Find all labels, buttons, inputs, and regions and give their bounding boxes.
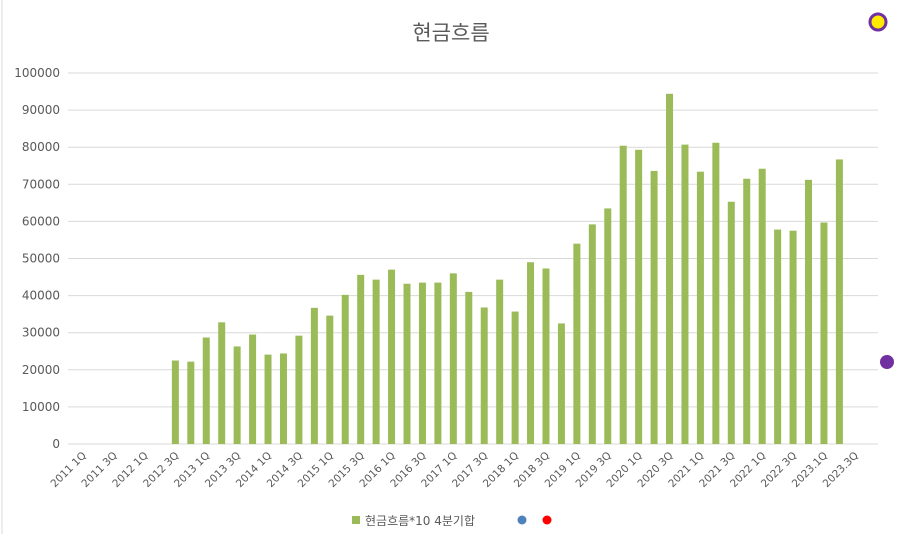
y-tick-label: 30000 <box>22 326 60 340</box>
bar <box>388 269 396 444</box>
bar <box>449 273 457 444</box>
bar <box>233 346 241 444</box>
bar <box>650 170 658 444</box>
bar <box>681 144 689 444</box>
bar <box>202 337 210 444</box>
legend-marker <box>517 515 527 525</box>
bar <box>264 354 272 444</box>
y-tick-label: 100000 <box>14 66 60 80</box>
bar <box>187 361 195 444</box>
y-tick-label: 70000 <box>22 177 60 191</box>
bar <box>480 307 488 444</box>
bar <box>557 323 565 444</box>
y-tick-label: 50000 <box>22 252 60 266</box>
bar <box>249 334 257 444</box>
bar <box>789 230 797 444</box>
y-tick-label: 10000 <box>22 400 60 414</box>
bar <box>310 307 318 444</box>
handle[interactable] <box>880 355 894 369</box>
bar <box>357 274 365 444</box>
legend-swatch <box>352 516 360 524</box>
bar <box>604 208 612 444</box>
legend-marker <box>542 515 552 525</box>
bar <box>758 168 766 444</box>
bar <box>542 268 550 444</box>
bar <box>418 282 426 444</box>
bar <box>403 283 411 444</box>
bar <box>527 262 535 444</box>
y-tick-label: 40000 <box>22 289 60 303</box>
bar <box>835 159 843 444</box>
bar <box>743 178 751 445</box>
bar <box>588 224 596 444</box>
bar <box>341 294 349 444</box>
bar <box>712 142 720 445</box>
bar <box>465 291 473 444</box>
bar <box>434 282 442 444</box>
bar <box>774 229 782 444</box>
bar <box>496 279 504 444</box>
legend: 현금흐름*10 4분기합 <box>352 514 552 528</box>
bar <box>326 315 334 444</box>
bar <box>820 222 828 444</box>
legend-label: 현금흐름*10 4분기합 <box>365 514 475 528</box>
bar <box>619 145 627 444</box>
bar <box>696 171 704 444</box>
bar <box>218 322 226 444</box>
bar <box>171 360 179 444</box>
handle[interactable] <box>868 12 888 32</box>
y-tick-label: 90000 <box>22 103 60 117</box>
bar <box>666 93 674 444</box>
bar <box>573 243 581 444</box>
y-tick-label: 60000 <box>22 214 60 228</box>
y-tick-label: 80000 <box>22 140 60 154</box>
bar <box>511 311 519 444</box>
bar <box>727 201 735 444</box>
bar <box>295 335 303 444</box>
chart-title: 현금흐름 <box>412 21 489 45</box>
bar <box>279 353 287 444</box>
bar <box>635 149 643 444</box>
bar <box>372 279 380 444</box>
y-tick-label: 0 <box>52 437 60 451</box>
bar <box>805 179 813 444</box>
y-tick-label: 20000 <box>22 363 60 377</box>
